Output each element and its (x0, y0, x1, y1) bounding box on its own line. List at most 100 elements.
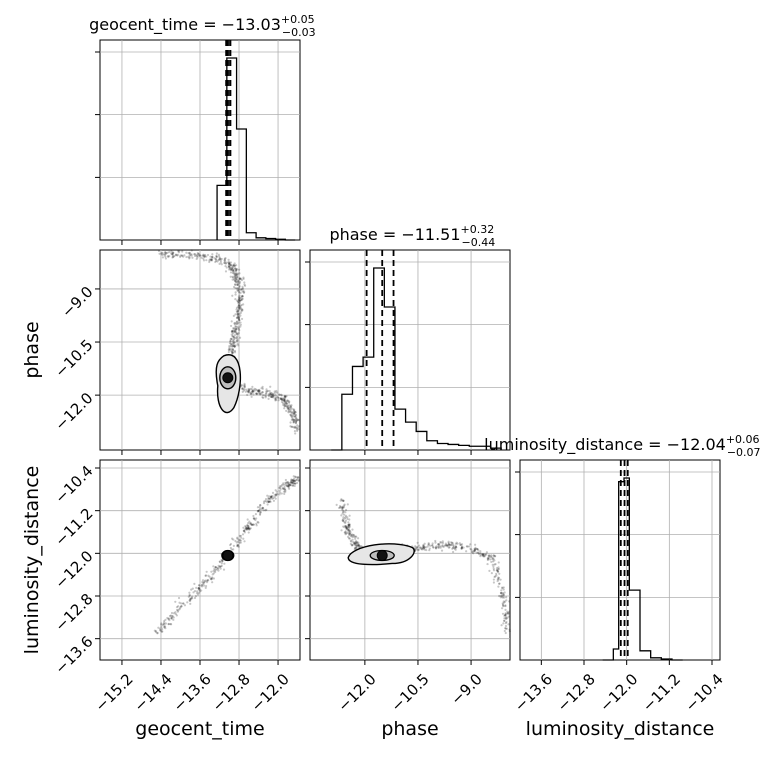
panel-phase-vs-geocent-time-sample-point (231, 335, 235, 338)
panel-phase-vs-geocent-time-sample-point (233, 274, 236, 277)
panel-phase-vs-geocent-time-sample-point (202, 253, 205, 256)
panel-phase-vs-geocent-time-sample-point (230, 337, 233, 340)
panel-phase-vs-geocent-time-sample-point (181, 254, 184, 257)
panel-luminosity-distance-vs-phase-sample-point (340, 498, 343, 501)
panel-luminosity-distance-vs-phase-sample-point (345, 527, 348, 530)
panel-phase-vs-geocent-time-sample-point (291, 416, 294, 419)
panel-luminosity-distance-vs-geocent-time-sample-point (281, 483, 284, 486)
panel-phase-vs-geocent-time-sample-point (291, 418, 295, 421)
panel-phase-vs-geocent-time-sample-point (241, 387, 244, 390)
panel-phase-vs-geocent-time-sample-point (235, 267, 238, 271)
panel-phase-vs-geocent-time-sample-point (285, 399, 289, 402)
panel-phase-vs-geocent-time-sample-point (236, 313, 239, 316)
panel-phase-vs-geocent-time-sample-point (237, 318, 241, 321)
panel-phase-vs-geocent-time-sample-point (236, 342, 239, 346)
panel-luminosity-distance-vs-phase-sample-point (504, 604, 507, 607)
panel-phase-vs-geocent-time-sample-point (235, 340, 239, 343)
panel-luminosity-distance-vs-phase-sample-point (449, 543, 453, 546)
panel-phase-vs-geocent-time-sample-point (230, 349, 233, 352)
panel-luminosity-distance-vs-geocent-time-sample-point (169, 614, 172, 617)
panel-luminosity-distance-vs-phase-sample-point (472, 550, 475, 553)
panel-phase-vs-geocent-time-sample-point (293, 419, 297, 422)
panel-phase-vs-geocent-time-sample-point (195, 255, 198, 258)
panel-luminosity-distance-vs-phase-sample-point (344, 516, 347, 519)
panel-phase-vs-geocent-time-sample-point (235, 328, 238, 331)
panel-phase-vs-geocent-time-sample-point (234, 293, 237, 296)
panel-phase-vs-geocent-time-sample-point (232, 343, 236, 346)
panel-luminosity-distance-vs-geocent-time-sample-point (269, 500, 272, 503)
panel-phase-vs-geocent-time-sample-point (209, 255, 212, 258)
panel-luminosity-distance-vs-phase-sample-point (460, 547, 463, 550)
panel-phase-vs-geocent-time-sample-point (188, 251, 191, 254)
panel-phase-vs-geocent-time-sample-point (253, 389, 256, 392)
panel-luminosity-distance-vs-geocent-time-sample-point (285, 484, 289, 487)
panel-luminosity-distance-vs-geocent-time-sample-point (278, 493, 281, 496)
panel-phase-vs-geocent-time-sample-point (233, 341, 236, 344)
panel-phase-vs-geocent-time-sample-point (232, 335, 235, 339)
panel-luminosity-distance-vs-phase-sample-point (479, 552, 482, 555)
panel-phase-vs-geocent-time-sample-point (229, 340, 232, 343)
panel-phase-vs-geocent-time-sample-point (216, 260, 219, 263)
panel-luminosity-distance-vs-phase-sample-point (436, 546, 440, 549)
panel-phase-vs-geocent-time-sample-point (230, 330, 234, 333)
panel-phase-vs-geocent-time-sample-point (234, 329, 237, 332)
panel-phase-vs-geocent-time-sample-point (230, 343, 234, 346)
hist-phase-title-main: phase = −11.51 (329, 225, 460, 244)
panel-luminosity-distance-vs-geocent-time-sample-point (291, 484, 295, 487)
panel-phase-vs-geocent-time-sample-point (263, 394, 266, 397)
panel-luminosity-distance-vs-phase-sample-point (495, 569, 498, 572)
panel-luminosity-distance-vs-geocent-time-sample-point (200, 584, 203, 587)
panel-luminosity-distance-vs-geocent-time-sample-point (265, 500, 268, 503)
panel-phase-vs-geocent-time-sample-point (265, 388, 268, 391)
panel-luminosity-distance-vs-geocent-time-sample-point (292, 482, 295, 485)
panel-luminosity-distance-vs-phase-sample-point (504, 626, 507, 630)
panel-phase-vs-geocent-time-sample-point (205, 259, 208, 262)
panel-luminosity-distance-vs-geocent-time-sample-point (188, 593, 191, 596)
panel-luminosity-distance-vs-geocent-time-sample-point (237, 545, 240, 548)
panel-phase-vs-geocent-time-sample-point (233, 345, 236, 348)
panel-luminosity-distance-vs-geocent-time-sample-point (239, 536, 243, 539)
panel-luminosity-distance-vs-geocent-time-sample-point (205, 570, 208, 573)
panel-phase-vs-geocent-time-sample-point (237, 298, 241, 302)
panel-luminosity-distance-vs-phase-sample-point (481, 554, 484, 557)
panel-luminosity-distance-vs-phase-sample-point (440, 549, 444, 552)
panel-luminosity-distance-vs-phase-sample-point (343, 524, 347, 527)
panel-luminosity-distance-vs-phase-sample-point (459, 543, 462, 546)
panel-luminosity-distance-vs-geocent-time-sample-point (267, 500, 270, 504)
panel-phase-vs-geocent-time-sample-point (228, 348, 231, 352)
panel-phase-vs-geocent-time-sample-point (203, 255, 207, 258)
panel-phase-vs-geocent-time-sample-point (240, 297, 243, 300)
panel-luminosity-distance-vs-geocent-time-sample-point (247, 527, 250, 530)
panel-phase-vs-geocent-time-sample-point (293, 408, 296, 411)
panel-luminosity-distance-vs-geocent-time-sample-point (255, 522, 258, 525)
panel-luminosity-distance-vs-phase-sample-point (346, 517, 349, 521)
panel-luminosity-distance-vs-geocent-time-sample-point (163, 625, 166, 628)
panel-phase-vs-geocent-time-sample-point (234, 283, 237, 286)
panel-luminosity-distance-vs-geocent-time-sample-point (180, 604, 183, 608)
panel-phase-vs-geocent-time-sample-point (285, 401, 288, 404)
panel-phase-vs-geocent-time-sample-point (238, 277, 241, 280)
panel-luminosity-distance-vs-phase-sample-point (474, 547, 477, 551)
panel-phase-vs-geocent-time-sample-point (236, 283, 239, 286)
panel-luminosity-distance-vs-geocent-time-sample-point (174, 612, 177, 616)
panel-phase-vs-geocent-time-sample-point (258, 389, 261, 392)
panel-luminosity-distance-vs-phase-sample-point (491, 557, 494, 561)
panel-phase-vs-geocent-time-sample-point (234, 330, 237, 334)
panel-phase-vs-geocent-time-sample-point (235, 316, 239, 319)
panel-luminosity-distance-vs-geocent-time-sample-point (249, 522, 252, 525)
panel-luminosity-distance-vs-geocent-time-sample-point (244, 528, 247, 531)
panel-luminosity-distance-vs-phase-sample-point (340, 514, 343, 517)
panel-luminosity-distance-vs-phase-sample-point (477, 548, 480, 552)
panel-luminosity-distance-vs-phase-sample-point (351, 535, 354, 538)
panel-luminosity-distance-vs-phase-sample-point (347, 524, 351, 527)
panel-luminosity-distance-vs-phase-sample-point (496, 569, 499, 573)
panel-luminosity-distance-vs-geocent-time-sample-point (287, 487, 291, 490)
panel-phase-vs-geocent-time-sample-point (239, 325, 242, 328)
panel-phase-vs-geocent-time-sample-point (260, 392, 263, 395)
panel-luminosity-distance-vs-geocent-time-sample-point (217, 567, 220, 570)
panel-luminosity-distance-vs-geocent-time-sample-point (183, 604, 187, 607)
panel-luminosity-distance-vs-phase-sample-point (342, 499, 345, 502)
panel-luminosity-distance-vs-geocent-time-sample-point (193, 582, 196, 585)
panel-luminosity-distance-vs-phase-sample-point (504, 624, 508, 628)
